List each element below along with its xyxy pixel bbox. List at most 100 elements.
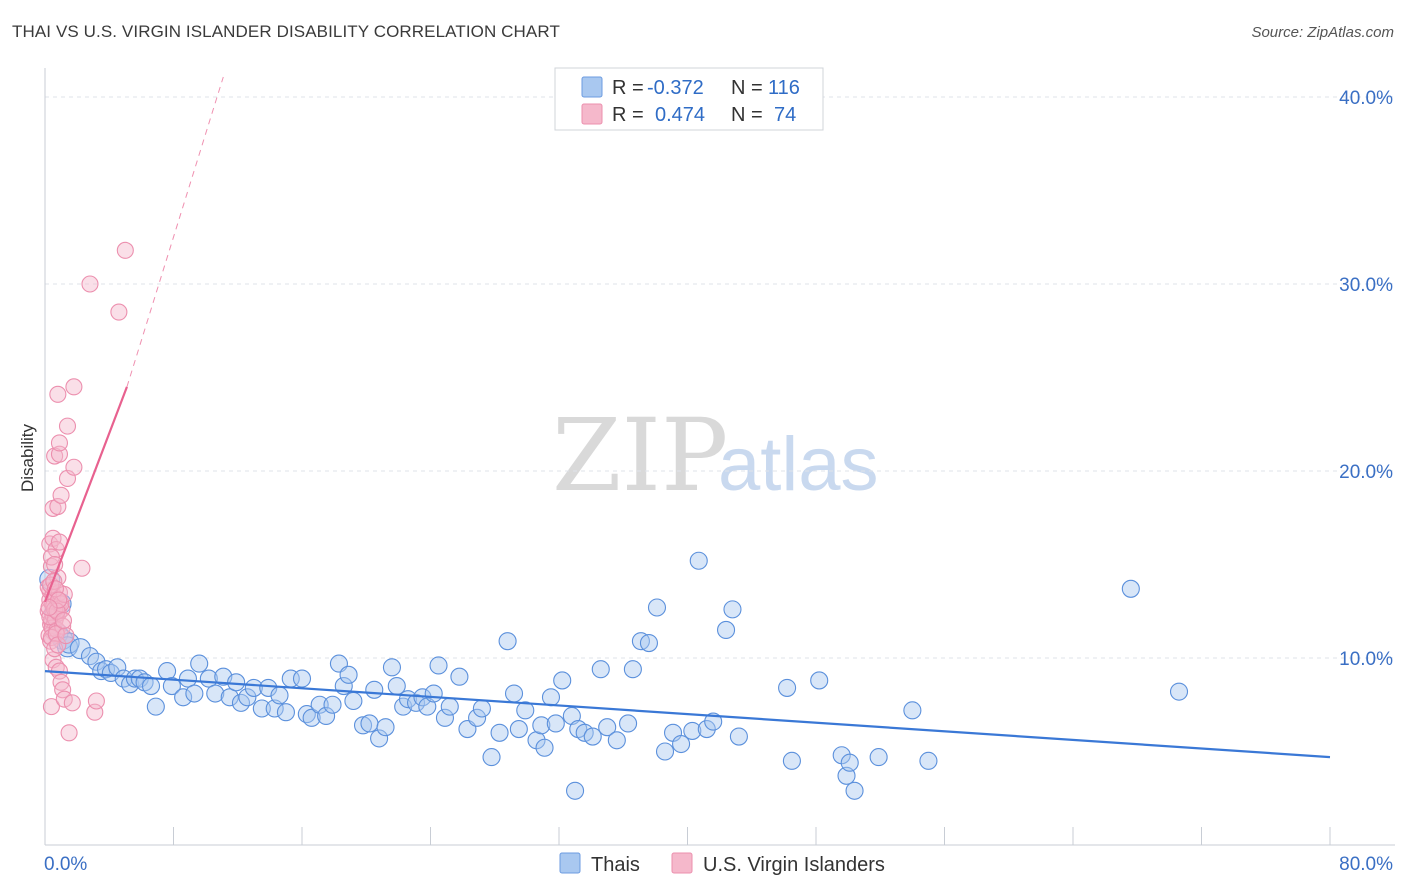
point-thais — [723, 600, 742, 619]
point-thais — [353, 716, 373, 735]
point-thais — [376, 718, 395, 737]
point-thais — [69, 638, 91, 660]
point-virgin-islanders — [54, 612, 73, 630]
point-thais — [141, 676, 161, 696]
point-thais — [292, 669, 312, 688]
point-thais — [509, 720, 528, 739]
x-tick-label-max: 80.0% — [1339, 854, 1393, 875]
chart-title: THAI VS U.S. VIRGIN ISLANDER DISABILITY … — [12, 22, 560, 41]
point-thais — [220, 688, 239, 707]
point-thais — [435, 708, 455, 727]
point-thais — [121, 675, 140, 694]
point-thais — [639, 633, 659, 653]
legend-swatch-vi — [581, 103, 603, 125]
point-thais — [370, 729, 389, 748]
legend-n-value-vi: 74 — [774, 104, 796, 126]
legend-n-value-thais: 116 — [768, 77, 800, 99]
point-virgin-islanders — [55, 690, 73, 708]
source-label: Source: ZipAtlas.com — [1251, 24, 1394, 41]
axes — [44, 68, 1395, 846]
point-thais — [782, 751, 801, 770]
point-virgin-islanders — [116, 241, 134, 259]
point-virgin-islanders — [65, 458, 83, 476]
point-thais — [87, 652, 106, 671]
point-virgin-islanders — [42, 698, 60, 716]
point-thais — [919, 751, 938, 770]
y-tick-label: 20.0% — [1339, 462, 1393, 483]
series-thais — [39, 551, 1189, 800]
legend-r-value-thais: -0.372 — [647, 77, 704, 99]
watermark-atlas: atlas — [718, 422, 879, 507]
point-thais — [270, 686, 289, 705]
point-thais — [903, 701, 922, 720]
point-thais — [498, 632, 517, 651]
point-thais — [553, 671, 572, 690]
point-thais — [623, 660, 642, 679]
point-thais — [689, 551, 708, 570]
point-virgin-islanders — [73, 559, 91, 577]
point-thais — [450, 667, 469, 686]
legend-r-label-thais: R = — [612, 77, 644, 99]
point-thais — [244, 678, 263, 697]
point-thais — [440, 697, 459, 716]
point-thais — [607, 731, 626, 750]
bottom-legend-label-thais: Thais — [591, 854, 640, 876]
point-thais — [1169, 682, 1189, 701]
x-tick-labels: 0.0% 80.0% — [44, 854, 1393, 875]
point-thais — [716, 620, 736, 640]
trend-line-virgin-islanders — [43, 386, 128, 603]
point-thais — [252, 699, 271, 718]
point-thais — [532, 716, 551, 735]
point-thais — [472, 699, 491, 718]
point-thais — [541, 688, 561, 707]
point-thais — [482, 748, 501, 767]
point-thais — [683, 721, 702, 740]
point-virgin-islanders — [81, 275, 99, 293]
point-thais — [429, 656, 448, 675]
point-virgin-islanders — [87, 692, 105, 710]
legend-r-value-vi: 0.474 — [655, 104, 705, 126]
point-thais — [810, 671, 829, 690]
y-tick-label: 10.0% — [1339, 649, 1393, 670]
point-thais — [1121, 579, 1140, 598]
bottom-legend-swatch-thais — [559, 852, 581, 874]
point-thais — [174, 688, 193, 707]
point-virgin-islanders — [49, 385, 67, 403]
series-legend: Thais U.S. Virgin Islanders — [559, 852, 885, 876]
point-thais — [672, 734, 691, 754]
point-virgin-islanders — [65, 378, 83, 396]
legend-r-label-vi: R = — [612, 104, 644, 126]
point-thais — [516, 701, 535, 720]
y-tick-labels: 10.0% 20.0% 30.0% 40.0% — [1339, 88, 1393, 670]
point-thais — [302, 708, 321, 727]
point-thais — [697, 720, 716, 739]
point-thais — [185, 684, 204, 703]
point-thais — [206, 684, 225, 703]
point-thais — [468, 708, 487, 727]
y-axis-title: Disability — [18, 423, 37, 492]
point-virgin-islanders — [58, 417, 77, 435]
trend-line-virgin-islanders-extended — [126, 76, 224, 387]
bottom-legend-label-vi: U.S. Virgin Islanders — [703, 854, 885, 876]
trend-line-thais — [44, 669, 1331, 759]
point-thais — [382, 658, 402, 677]
legend-n-label-vi: N = — [731, 104, 763, 126]
point-virgin-islanders — [52, 486, 70, 504]
point-thais — [704, 712, 723, 731]
point-thais — [655, 742, 675, 761]
point-thais — [535, 738, 554, 757]
point-thais — [146, 697, 165, 716]
bottom-legend-swatch-vi — [671, 852, 693, 874]
point-thais — [158, 662, 177, 681]
point-thais — [869, 748, 888, 767]
point-thais — [598, 718, 617, 737]
point-thais — [310, 695, 329, 714]
point-virgin-islanders — [57, 627, 75, 645]
point-thais — [418, 697, 437, 716]
point-thais — [238, 688, 257, 707]
y-tick-label: 30.0% — [1339, 275, 1393, 296]
trend-lines — [43, 76, 1331, 759]
point-thais — [546, 714, 565, 733]
point-thais — [591, 660, 610, 679]
